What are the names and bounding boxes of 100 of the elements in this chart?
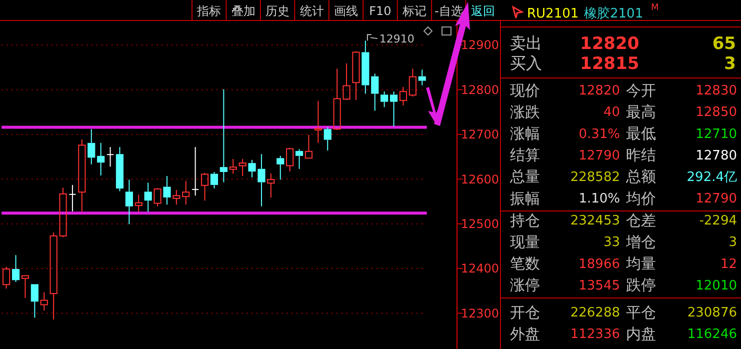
text: 今开 (626, 81, 656, 100)
text: 昨结 (626, 146, 656, 164)
y-tick-label: 12400 (460, 262, 499, 276)
text: 涨停 (510, 276, 540, 294)
text: 12 (720, 256, 737, 272)
text: 涨幅 (510, 124, 540, 142)
text: M (651, 3, 659, 14)
candlestick (380, 91, 388, 108)
text: 均量 (625, 254, 656, 272)
candlestick (78, 138, 86, 212)
candlestick (362, 40, 370, 94)
text: 历史 (266, 4, 290, 18)
text: 仓差 (626, 211, 656, 230)
text: 标记 (401, 4, 426, 18)
text: 65 (712, 34, 736, 54)
text: 12790 (696, 192, 737, 207)
candlestick (21, 275, 30, 299)
text: 230876 (687, 306, 737, 321)
y-tick-label: 12900 (460, 38, 499, 52)
candlestick (144, 182, 152, 212)
candlestick (125, 179, 133, 225)
text: 持仓 (510, 211, 540, 230)
text: 12010 (696, 278, 737, 294)
candlestick (97, 142, 105, 176)
candlestick (238, 158, 246, 177)
y-tick-label: 12500 (460, 217, 499, 232)
text: 最高 (626, 102, 656, 121)
candlestick (69, 184, 76, 212)
text: 40 (603, 105, 620, 120)
text: 买入 (510, 54, 542, 73)
text: 现量 (510, 232, 540, 251)
text: RU2101 (527, 6, 579, 22)
text: 232453 (570, 214, 620, 229)
text: 涨跌 (510, 102, 540, 121)
text: 叠加 (231, 4, 256, 18)
candlestick (220, 88, 228, 183)
text: 1.10% (578, 192, 620, 207)
candlestick (192, 146, 199, 196)
text: 统计 (300, 4, 324, 18)
text: 33 (603, 235, 620, 250)
text: 增仓 (625, 232, 656, 251)
candlestick (352, 50, 360, 101)
candlestick (418, 69, 426, 86)
text: 12710 (696, 126, 737, 142)
candlestick (30, 284, 38, 318)
candlestick (371, 73, 379, 112)
text: 18966 (578, 256, 620, 272)
candlestick (172, 189, 180, 206)
text: 指标 (196, 4, 222, 18)
candlestick (40, 292, 48, 312)
candlestick (12, 254, 20, 282)
text: F10 (369, 4, 392, 18)
candlestick (408, 68, 416, 97)
candlestick (314, 100, 322, 144)
candlestick (210, 171, 218, 190)
candlestick (163, 176, 171, 206)
candlestick (134, 194, 142, 212)
text: 结算 (510, 146, 540, 164)
text: 最低 (626, 124, 656, 142)
text: 13545 (578, 278, 620, 294)
annotation: 12910 (379, 32, 414, 46)
text: -2294 (699, 214, 737, 229)
text: 3 (728, 235, 737, 250)
candlestick (399, 86, 408, 106)
text: 卖出 (510, 34, 542, 53)
y-tick-label: 12600 (460, 172, 499, 186)
text: 226288 (570, 306, 620, 321)
text: 振幅 (510, 189, 540, 208)
text: 外盘 (510, 324, 540, 343)
text: 笔数 (510, 254, 540, 272)
text: 总量 (509, 168, 540, 186)
text: 开仓 (510, 303, 540, 322)
text: 12790 (578, 148, 620, 164)
text: 12780 (696, 148, 737, 164)
y-tick-label: 12300 (460, 306, 499, 320)
text: 12830 (696, 84, 737, 99)
text: 返回 (470, 4, 495, 18)
text: 画线 (334, 4, 358, 18)
candlestick (304, 134, 313, 159)
text: 均价 (625, 189, 656, 208)
text: 橡胶2101 (584, 6, 644, 22)
text: 228582 (570, 170, 620, 185)
text: 12850 (696, 105, 737, 120)
candlestick (88, 128, 96, 165)
candlestick (276, 155, 284, 180)
candlestick (116, 146, 124, 192)
text: 0.31% (578, 126, 620, 142)
text: 总额 (625, 168, 656, 186)
text: 跌停 (626, 276, 656, 294)
text: 12820 (580, 34, 640, 54)
candlestick (295, 148, 304, 170)
y-tick-label: 12800 (460, 82, 499, 97)
text: 平仓 (626, 303, 656, 322)
text: -自选 (434, 4, 463, 18)
text: 12815 (580, 54, 640, 74)
candlestick (200, 172, 209, 202)
text: 现价 (510, 81, 540, 100)
text: 112336 (570, 327, 620, 342)
y-tick-label: 12700 (460, 128, 499, 142)
candlestick (182, 180, 190, 206)
